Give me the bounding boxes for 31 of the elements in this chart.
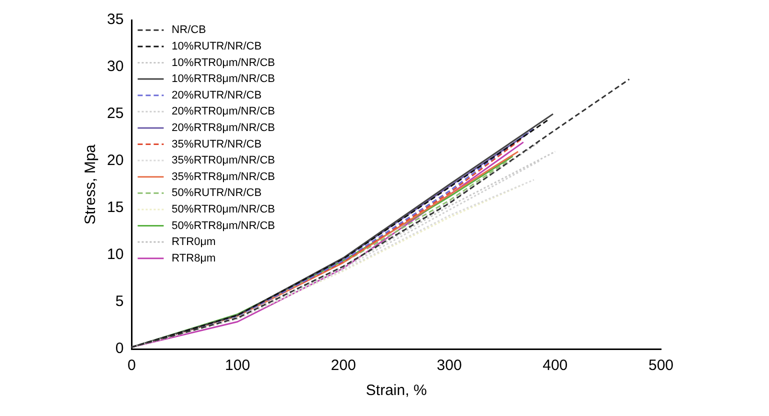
legend-label: 35%RTR8μm/NR/CB: [172, 170, 276, 183]
y-axis-title: Stress, Mpa: [82, 144, 100, 225]
legend-label: 35%RTR0μm/NR/CB: [172, 154, 276, 167]
x-tick-label: 400: [542, 357, 568, 374]
legend-label: 10%RTR8μm/NR/CB: [172, 73, 276, 86]
legend-label: NR/CB: [172, 24, 206, 36]
x-tick-label: 200: [330, 357, 356, 374]
x-tick-label: 500: [648, 357, 674, 374]
y-tick-label: 5: [115, 293, 124, 310]
legend-label: 20%RUTR/NR/CB: [172, 89, 262, 102]
y-tick-label: 15: [106, 199, 124, 216]
y-tick-label: 25: [106, 105, 124, 122]
legend-label: 50%RTR8μm/NR/CB: [172, 220, 276, 232]
legend-label: 10%RUTR/NR/CB: [172, 40, 262, 52]
y-tick-label: 20: [106, 152, 124, 170]
y-tick-label: 10: [106, 246, 124, 264]
legend-label: 10%RTR0μm/NR/CB: [172, 56, 276, 69]
x-tick-label: 0: [128, 357, 136, 374]
x-tick-label: 100: [225, 357, 250, 374]
x-tick-label: 300: [436, 357, 462, 374]
y-tick-label: 35: [106, 11, 124, 28]
legend-label: 20%RTR8μm/NR/CB: [172, 122, 276, 134]
y-tick-label: 0: [115, 340, 124, 358]
y-tick-label: 30: [106, 58, 124, 76]
legend-label: 50%RTR0μm/NR/CB: [172, 203, 276, 216]
legend-label: RTR0μm: [172, 236, 216, 248]
x-axis-title: Strain, %: [366, 382, 427, 400]
legend-label: 35%RUTR/NR/CB: [172, 138, 262, 150]
legend-label: RTR8μm: [172, 252, 216, 264]
legend-label: 50%RUTR/NR/CB: [172, 187, 262, 200]
legend-label: 20%RTR0μm/NR/CB: [172, 106, 276, 118]
